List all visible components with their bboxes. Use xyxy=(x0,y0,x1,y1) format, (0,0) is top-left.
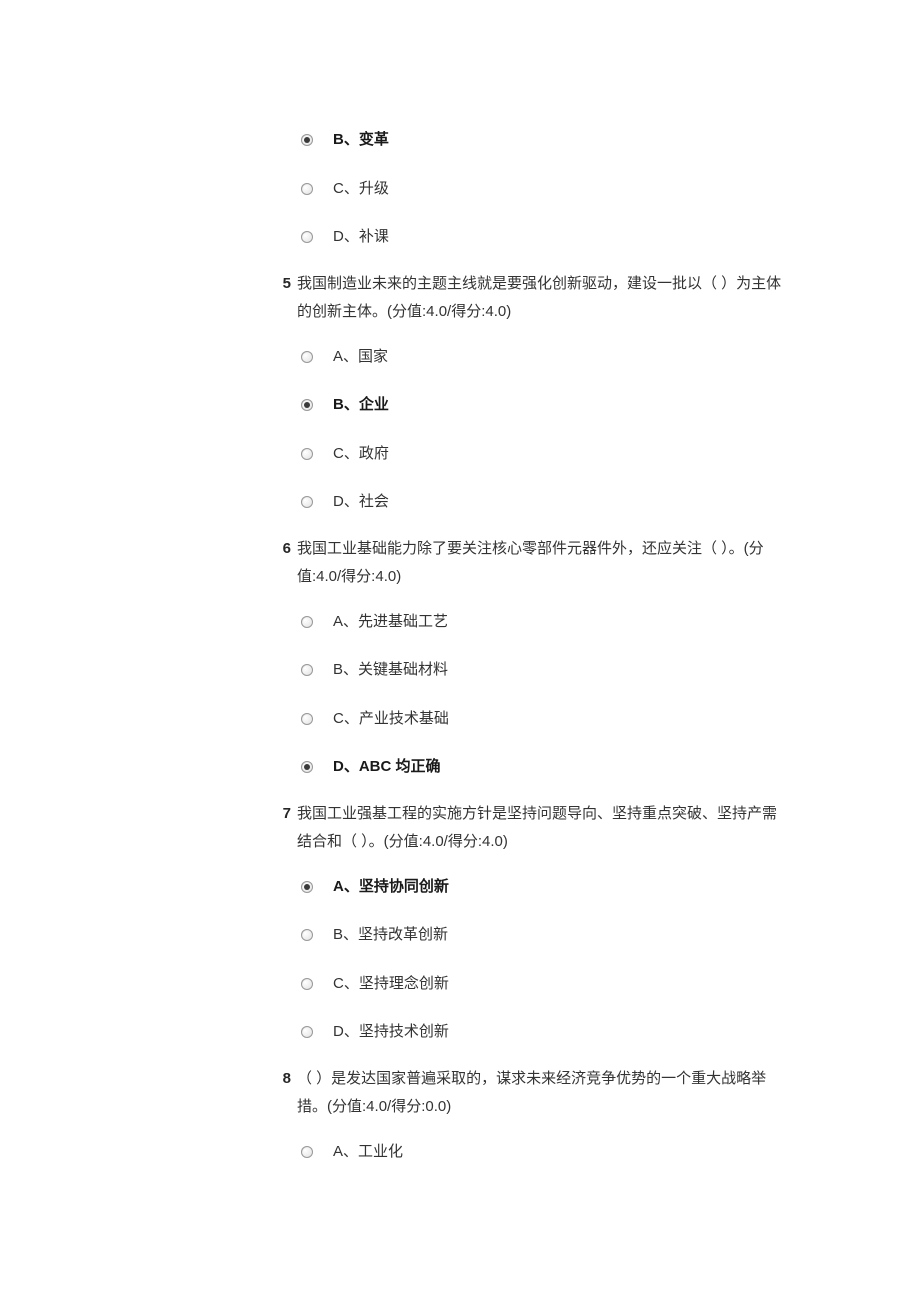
option-row[interactable]: B、企业 xyxy=(297,381,785,430)
radio-icon[interactable] xyxy=(301,448,313,460)
question-row: 6 我国工业基础能力除了要关注核心零部件元器件外，还应关注（ ）。(分值:4.0… xyxy=(275,535,785,592)
question-text: 我国制造业未来的主题主线就是要强化创新驱动，建设一批以（ ）为主体的创新主体。(… xyxy=(297,270,785,327)
question-number: 8 xyxy=(275,1065,297,1094)
radio-icon[interactable] xyxy=(301,664,313,676)
question-stem: 我国工业强基工程的实施方针是坚持问题导向、坚持重点突破、坚持产需结合和（ ）。 xyxy=(297,805,777,851)
question-text: 我国工业强基工程的实施方针是坚持问题导向、坚持重点突破、坚持产需结合和（ ）。(… xyxy=(297,800,785,857)
option-label: D、社会 xyxy=(327,488,389,517)
question-text: 我国工业基础能力除了要关注核心零部件元器件外，还应关注（ ）。(分值:4.0/得… xyxy=(297,535,785,592)
radio-icon[interactable] xyxy=(301,881,313,893)
option-label: D、坚持技术创新 xyxy=(327,1018,449,1047)
option-label: C、升级 xyxy=(327,175,389,204)
option-label: B、坚持改革创新 xyxy=(327,921,448,950)
option-label: A、国家 xyxy=(327,343,388,372)
radio-icon[interactable] xyxy=(301,183,313,195)
question-stem: 我国工业基础能力除了要关注核心零部件元器件外，还应关注（ ）。 xyxy=(297,540,744,557)
radio-icon[interactable] xyxy=(301,231,313,243)
option-row[interactable]: B、变革 xyxy=(297,116,785,165)
option-label: A、先进基础工艺 xyxy=(327,608,448,637)
question-block-partial: B、变革 C、升级 D、补课 xyxy=(275,116,785,262)
option-label: A、工业化 xyxy=(327,1138,403,1167)
option-row[interactable]: B、坚持改革创新 xyxy=(297,911,785,960)
radio-icon[interactable] xyxy=(301,351,313,363)
option-label: C、坚持理念创新 xyxy=(327,970,449,999)
radio-icon[interactable] xyxy=(301,761,313,773)
question-text: （ ）是发达国家普遍采取的，谋求未来经济竞争优势的一个重大战略举措。(分值:4.… xyxy=(297,1065,785,1122)
radio-wrap xyxy=(301,1026,327,1038)
question-number: 5 xyxy=(275,270,297,299)
question-row: 5 我国制造业未来的主题主线就是要强化创新驱动，建设一批以（ ）为主体的创新主体… xyxy=(275,270,785,327)
option-label: B、关键基础材料 xyxy=(327,656,448,685)
radio-wrap xyxy=(301,664,327,676)
question-score: (分值:4.0/得分:0.0) xyxy=(327,1098,451,1115)
options-list: B、变革 C、升级 D、补课 xyxy=(297,116,785,262)
option-row[interactable]: A、坚持协同创新 xyxy=(297,863,785,912)
option-row[interactable]: D、坚持技术创新 xyxy=(297,1008,785,1057)
option-row[interactable]: C、坚持理念创新 xyxy=(297,960,785,1009)
radio-wrap xyxy=(301,183,327,195)
option-label: B、变革 xyxy=(327,126,389,155)
options-list: A、工业化 xyxy=(297,1128,785,1177)
radio-wrap xyxy=(301,134,327,146)
radio-icon[interactable] xyxy=(301,929,313,941)
option-row[interactable]: D、补课 xyxy=(297,213,785,262)
option-row[interactable]: A、工业化 xyxy=(297,1128,785,1177)
options-list: A、先进基础工艺 B、关键基础材料 C、产业技术基础 D、ABC 均正确 xyxy=(297,598,785,792)
options-list: A、坚持协同创新 B、坚持改革创新 C、坚持理念创新 D、坚持技术创新 xyxy=(297,863,785,1057)
radio-wrap xyxy=(301,978,327,990)
question-row: 7 我国工业强基工程的实施方针是坚持问题导向、坚持重点突破、坚持产需结合和（ ）… xyxy=(275,800,785,857)
quiz-container: B、变革 C、升级 D、补课 5 我国制造业未来的主题主线就是要强化创新驱动，建… xyxy=(275,116,785,1176)
radio-wrap xyxy=(301,351,327,363)
radio-wrap xyxy=(301,231,327,243)
option-row[interactable]: D、ABC 均正确 xyxy=(297,743,785,792)
option-row[interactable]: A、先进基础工艺 xyxy=(297,598,785,647)
radio-wrap xyxy=(301,399,327,411)
options-list: A、国家 B、企业 C、政府 D、社会 xyxy=(297,333,785,527)
option-label: B、企业 xyxy=(327,391,389,420)
question-score: (分值:4.0/得分:4.0) xyxy=(384,833,508,850)
radio-icon[interactable] xyxy=(301,1146,313,1158)
option-row[interactable]: A、国家 xyxy=(297,333,785,382)
question-block-8: 8 （ ）是发达国家普遍采取的，谋求未来经济竞争优势的一个重大战略举措。(分值:… xyxy=(275,1065,785,1177)
question-score: (分值:4.0/得分:4.0) xyxy=(387,303,511,320)
radio-icon[interactable] xyxy=(301,496,313,508)
question-block-5: 5 我国制造业未来的主题主线就是要强化创新驱动，建设一批以（ ）为主体的创新主体… xyxy=(275,270,785,527)
option-label: C、政府 xyxy=(327,440,389,469)
radio-icon[interactable] xyxy=(301,1026,313,1038)
radio-wrap xyxy=(301,496,327,508)
radio-wrap xyxy=(301,1146,327,1158)
option-label: D、补课 xyxy=(327,223,389,252)
radio-icon[interactable] xyxy=(301,978,313,990)
radio-icon[interactable] xyxy=(301,134,313,146)
radio-icon[interactable] xyxy=(301,616,313,628)
option-label: D、ABC 均正确 xyxy=(327,753,441,782)
radio-wrap xyxy=(301,616,327,628)
question-block-7: 7 我国工业强基工程的实施方针是坚持问题导向、坚持重点突破、坚持产需结合和（ ）… xyxy=(275,800,785,1057)
option-row[interactable]: B、关键基础材料 xyxy=(297,646,785,695)
option-row[interactable]: C、产业技术基础 xyxy=(297,695,785,744)
option-label: C、产业技术基础 xyxy=(327,705,449,734)
radio-wrap xyxy=(301,881,327,893)
option-row[interactable]: D、社会 xyxy=(297,478,785,527)
question-block-6: 6 我国工业基础能力除了要关注核心零部件元器件外，还应关注（ ）。(分值:4.0… xyxy=(275,535,785,792)
question-number: 7 xyxy=(275,800,297,829)
option-row[interactable]: C、政府 xyxy=(297,430,785,479)
question-row: 8 （ ）是发达国家普遍采取的，谋求未来经济竞争优势的一个重大战略举措。(分值:… xyxy=(275,1065,785,1122)
radio-wrap xyxy=(301,713,327,725)
radio-wrap xyxy=(301,761,327,773)
radio-wrap xyxy=(301,448,327,460)
radio-icon[interactable] xyxy=(301,399,313,411)
radio-icon[interactable] xyxy=(301,713,313,725)
radio-wrap xyxy=(301,929,327,941)
question-stem: 我国制造业未来的主题主线就是要强化创新驱动，建设一批以（ ）为主体的创新主体。 xyxy=(297,275,781,321)
option-label: A、坚持协同创新 xyxy=(327,873,449,902)
question-number: 6 xyxy=(275,535,297,564)
option-row[interactable]: C、升级 xyxy=(297,165,785,214)
